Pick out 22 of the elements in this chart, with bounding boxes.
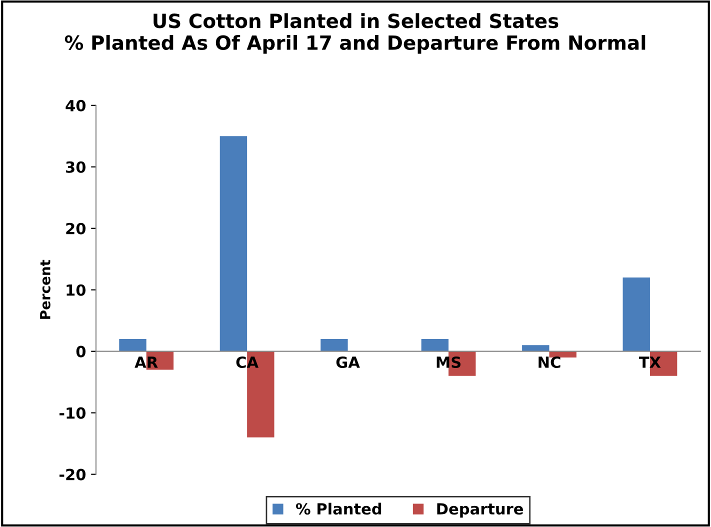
y-tick-label: 20 bbox=[66, 222, 86, 234]
bar bbox=[421, 339, 449, 352]
y-tick-label: 10 bbox=[66, 284, 86, 296]
bar bbox=[220, 136, 248, 352]
y-tick-label: 40 bbox=[66, 100, 86, 112]
bar bbox=[522, 345, 550, 352]
bar bbox=[622, 278, 650, 352]
x-tick-label: AR bbox=[134, 356, 158, 368]
y-axis-title: Percent bbox=[40, 260, 50, 319]
y-tick-label: -10 bbox=[59, 407, 86, 419]
x-tick-label: GA bbox=[336, 356, 360, 368]
bar bbox=[119, 339, 146, 352]
bar bbox=[320, 339, 348, 352]
legend-label: % Planted bbox=[296, 502, 382, 515]
y-tick-label: -20 bbox=[59, 468, 86, 480]
y-tick-label: 30 bbox=[66, 161, 86, 173]
x-tick-label: NC bbox=[538, 356, 560, 368]
chart-title: US Cotton Planted in Selected States % Planted As Of April 17 and Departure From Normal bbox=[64, 13, 646, 54]
x-tick-label: MS bbox=[436, 356, 461, 368]
legend-label: Departure bbox=[437, 503, 523, 518]
y-tick-label: 0 bbox=[76, 346, 86, 358]
x-tick-label: TX bbox=[638, 356, 661, 368]
